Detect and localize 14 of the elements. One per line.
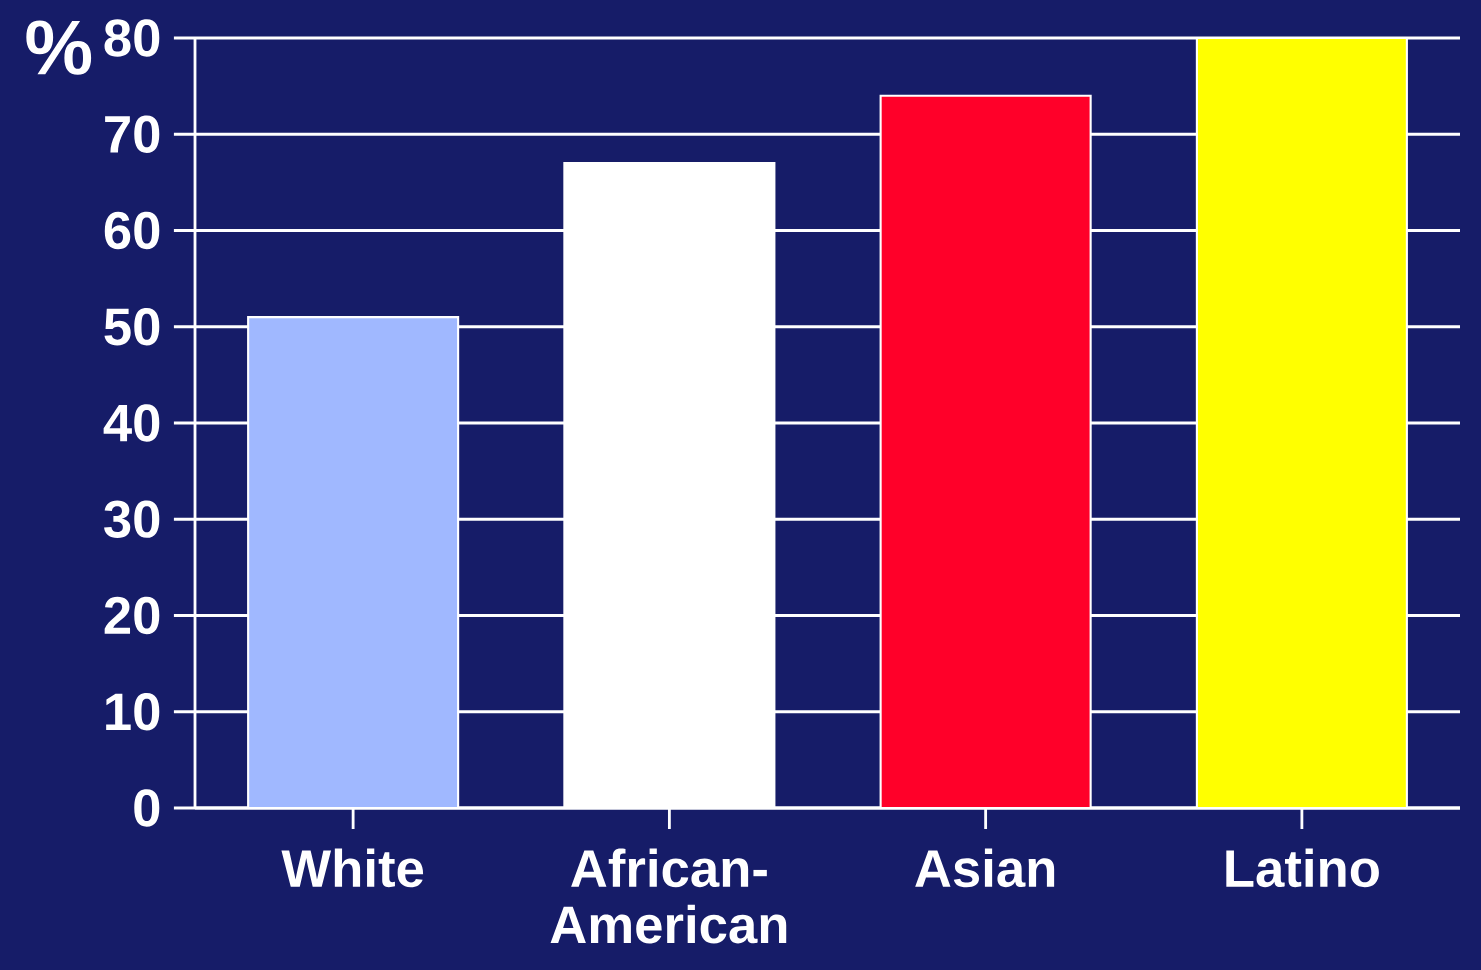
y-tick-label: 50 — [104, 308, 160, 346]
y-tick-label: 70 — [105, 115, 160, 153]
x-tick-label: Latino — [1226, 848, 1379, 888]
x-tick-label: African-American — [550, 848, 787, 944]
y-axis-title: % — [26, 20, 92, 75]
y-tick-label: 40 — [103, 404, 160, 442]
x-tick-label: Asian — [915, 848, 1055, 888]
y-tick-label: 60 — [104, 211, 160, 250]
y-tick-label: 0 — [134, 789, 160, 827]
y-tick-label: 30 — [104, 500, 160, 538]
y-tick-label: 80 — [104, 19, 160, 57]
y-tick-label: 20 — [104, 596, 160, 635]
y-tick-label: 10 — [106, 693, 160, 731]
x-tick-label: White — [281, 848, 424, 888]
